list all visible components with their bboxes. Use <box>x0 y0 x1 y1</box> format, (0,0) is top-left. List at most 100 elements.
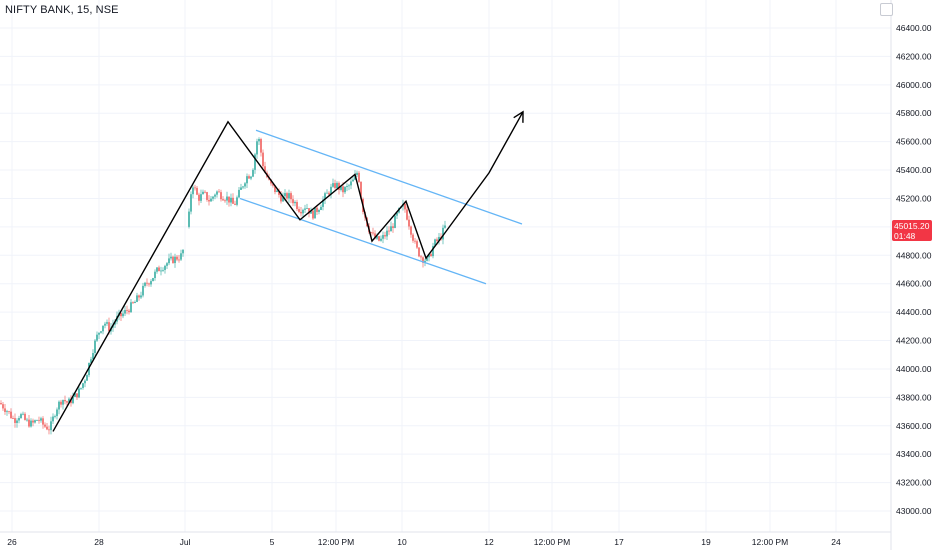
candle-body <box>202 191 204 195</box>
symbol-title: NIFTY BANK, 15, NSE <box>5 4 119 16</box>
candle <box>226 191 228 205</box>
chart-settings-button[interactable] <box>880 3 893 16</box>
candle <box>294 200 296 207</box>
candle-body <box>28 419 30 427</box>
candle-body <box>346 186 348 188</box>
candle <box>380 235 382 242</box>
candle-body <box>4 408 6 412</box>
candle-body <box>370 232 372 234</box>
candle-body <box>352 179 354 182</box>
candle-body <box>164 265 166 270</box>
candle-body <box>228 196 230 203</box>
candle-body <box>160 270 162 272</box>
candle-body <box>230 197 232 203</box>
candle-body <box>20 414 22 418</box>
candle <box>122 310 124 319</box>
candle-body <box>248 176 250 179</box>
candle-body <box>232 197 234 204</box>
candle-body <box>342 186 344 193</box>
candle-body <box>6 411 8 413</box>
candle <box>166 262 168 269</box>
channel-upper-line[interactable] <box>255 129 523 225</box>
candle-body <box>216 191 218 195</box>
candle <box>238 186 240 199</box>
candle-body <box>288 193 290 199</box>
candle <box>312 209 314 220</box>
drawing-layer[interactable] <box>52 110 524 432</box>
candle-body <box>48 429 50 431</box>
candle <box>438 232 440 245</box>
candle <box>152 277 154 282</box>
candle <box>212 195 214 202</box>
candle <box>72 392 74 405</box>
candle-body <box>292 199 294 204</box>
candle <box>358 171 360 184</box>
candle <box>234 200 236 206</box>
candle-body <box>42 418 44 425</box>
candle <box>196 185 198 196</box>
arrow-head-icon <box>513 110 524 123</box>
candle-body <box>16 420 18 423</box>
y-tick-label: 46400.00 <box>896 23 932 33</box>
candle <box>106 319 108 326</box>
candle-body <box>156 267 158 272</box>
candle-body <box>30 420 32 427</box>
candle-body <box>374 233 376 239</box>
candle <box>390 221 392 232</box>
channel-layer[interactable] <box>239 129 523 285</box>
candle <box>306 203 308 209</box>
candle-body <box>204 191 206 193</box>
channel-lower-line[interactable] <box>239 197 487 285</box>
candle-body <box>106 322 108 324</box>
candle-body <box>214 194 216 197</box>
candle <box>138 294 140 301</box>
zigzag-path[interactable] <box>52 111 524 432</box>
candle <box>162 267 164 272</box>
candle-body <box>286 193 288 199</box>
candle <box>340 186 342 192</box>
candle-body <box>308 208 310 214</box>
y-axis-panel[interactable] <box>891 0 932 550</box>
candle-body <box>100 331 102 333</box>
y-tick-label: 46200.00 <box>896 51 932 61</box>
candle-body <box>234 203 236 205</box>
candle-body <box>326 192 328 194</box>
candle <box>46 422 48 431</box>
candle-body <box>304 208 306 210</box>
candle-body <box>322 199 324 207</box>
candle <box>38 416 40 424</box>
candle <box>372 227 374 236</box>
candle <box>278 188 280 198</box>
candle-body <box>38 420 40 421</box>
candle <box>382 231 384 244</box>
y-tick-label: 43200.00 <box>896 478 932 488</box>
x-tick-label: 10 <box>397 537 407 547</box>
candle-body <box>84 380 86 384</box>
candle <box>126 305 128 315</box>
x-tick-label: 12:00 PM <box>752 537 788 547</box>
candle-body <box>86 375 88 381</box>
candle <box>104 321 106 329</box>
candle <box>102 325 104 335</box>
candle-body <box>126 309 128 311</box>
candle-body <box>236 197 238 205</box>
candle <box>194 184 196 191</box>
candle-body <box>176 256 178 260</box>
candle <box>274 185 276 195</box>
candle <box>290 191 292 204</box>
x-axis[interactable]: 26 28 Jul 5 12:00 PM 10 12 12:00 PM 17 19 12:00 PM… <box>7 537 841 547</box>
x-tick-label: 28 <box>94 537 104 547</box>
candle <box>420 255 422 261</box>
candle-body <box>272 183 274 186</box>
candle-body <box>356 172 358 176</box>
candle <box>262 149 264 169</box>
candle <box>12 415 14 420</box>
candle <box>200 189 202 204</box>
candle-body <box>96 334 98 341</box>
candle <box>58 400 60 415</box>
candle <box>142 282 144 298</box>
candle-body <box>62 399 64 405</box>
candle-body <box>408 219 410 227</box>
